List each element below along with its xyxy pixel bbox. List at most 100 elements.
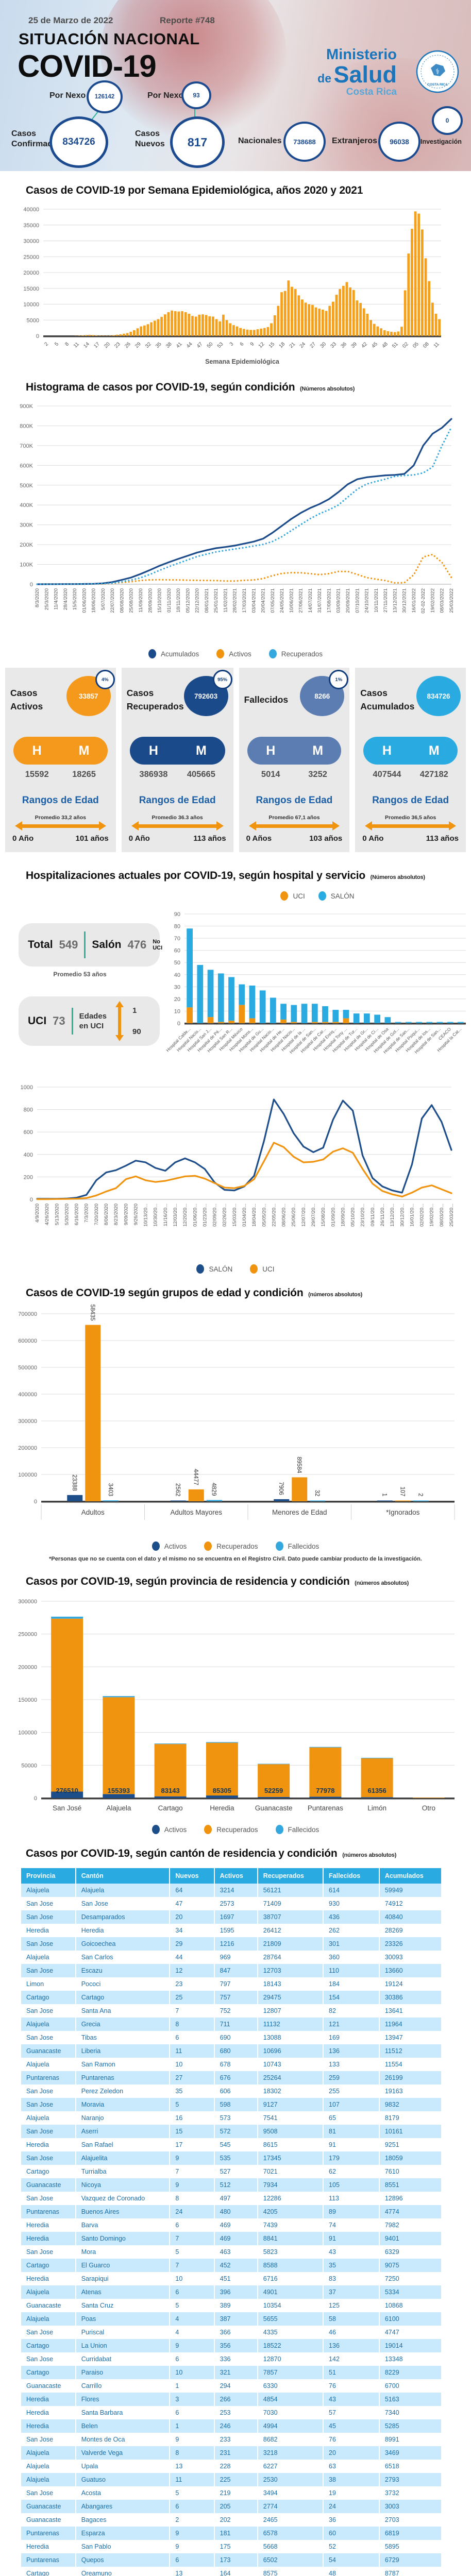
- svg-text:08/03/20...: 08/03/20...: [439, 1204, 445, 1227]
- svg-text:0: 0: [30, 1197, 33, 1203]
- promedio-label: Promedio 36,5 años: [385, 815, 436, 821]
- svg-text:Puntarenas: Puntarenas: [308, 1804, 343, 1812]
- table-row: San Jose Moravia 5 598 9127 107 9832: [21, 2098, 443, 2111]
- svg-text:5/30/2020: 5/30/2020: [64, 1204, 70, 1225]
- svg-text:07/05/2021: 07/05/2021: [270, 588, 276, 613]
- svg-text:22/07/2020: 22/07/2020: [110, 588, 115, 613]
- table-row: Puntarenas Esparza 9 181 6578 60 6819: [21, 2527, 443, 2540]
- table-row: Heredia Santo Domingo 7 469 8841 91 9401: [21, 2232, 443, 2245]
- svg-text:22/05/20...: 22/05/20...: [271, 1204, 277, 1227]
- svg-text:36: 36: [340, 341, 348, 349]
- table-row: San Jose Santa Ana 7 752 12807 82 13641: [21, 2004, 443, 2018]
- table-row: Alajuela Alajuela 64 3214 56121 614 59949: [21, 1884, 443, 1897]
- svg-text:38: 38: [165, 341, 173, 349]
- svg-text:12/07/20...: 12/07/20...: [301, 1204, 307, 1227]
- svg-text:01/09/20...: 01/09/20...: [330, 1204, 336, 1227]
- casos-nuevos-circle: 817: [170, 116, 225, 168]
- age-range-arrow: [365, 821, 456, 831]
- canton-table: Provincia Cantón Nuevos Activos Recuperados F…: [21, 1868, 443, 2576]
- svg-text:9: 9: [249, 341, 256, 347]
- table-row: Guanacaste Santa Cruz 5 389 10354 125 10868: [21, 2299, 443, 2312]
- svg-text:8/3/2020: 8/3/2020: [35, 588, 40, 607]
- column-header: Nuevos: [170, 1868, 215, 1884]
- svg-text:Cartago: Cartago: [158, 1804, 183, 1812]
- svg-text:25/06/20...: 25/06/20...: [291, 1204, 297, 1227]
- svg-text:12: 12: [258, 341, 266, 349]
- table-row: Guanacaste Carrillo 1 294 6330 76 6700: [21, 2379, 443, 2393]
- column-header: Activos: [214, 1868, 258, 1884]
- report-date: 25 de Marzo de 2022: [28, 15, 113, 25]
- table-row: San Jose Alajuelita 9 535 17345 179 18059: [21, 2151, 443, 2165]
- svg-text:09/11/20...: 09/11/20...: [370, 1204, 376, 1226]
- svg-text:30/12/2021: 30/12/2021: [402, 588, 408, 613]
- svg-text:25000: 25000: [23, 254, 39, 260]
- svg-text:5: 5: [54, 341, 60, 347]
- svg-text:70: 70: [174, 936, 180, 942]
- svg-text:30/12/20...: 30/12/20...: [399, 1204, 405, 1227]
- rangos-title: Rangos de Edad: [22, 795, 99, 806]
- table-row: San Jose Aserri 15 572 9508 81 10161: [21, 2125, 443, 2138]
- svg-text:27/06/2021: 27/06/2021: [298, 588, 304, 613]
- column-header: Provincia: [21, 1868, 76, 1884]
- table-row: San Jose Perez Zeledon 35 606 18302 255 19163: [21, 2084, 443, 2098]
- histogram-line-chart: 0 100K 200K 300K 400K 500K 600K 700K 800K 900K 8/3…: [20, 403, 455, 614]
- prov-title: Casos por COVID-19, según provincia de r…: [26, 1575, 409, 1587]
- svg-text:0: 0: [34, 1795, 37, 1802]
- svg-text:18/06/2020: 18/06/2020: [91, 588, 97, 613]
- svg-text:San José: San José: [53, 1804, 81, 1812]
- svg-text:17/08/2021: 17/08/2021: [326, 588, 332, 613]
- svg-text:17: 17: [93, 341, 101, 349]
- svg-text:20000: 20000: [23, 270, 39, 276]
- svg-text:25/3/2020: 25/3/2020: [44, 588, 49, 610]
- nacionales-circle: 738688: [283, 122, 326, 162]
- svg-text:12/03/20...: 12/03/20...: [173, 1204, 178, 1227]
- svg-text:400K: 400K: [20, 502, 33, 509]
- svg-text:300000: 300000: [18, 1418, 37, 1425]
- svg-text:20/09/2021: 20/09/2021: [345, 588, 351, 613]
- age-legend: Activos Recuperados Fallecidos: [0, 1541, 471, 1551]
- canton-section: Casos por COVID-19, según cantón de resi…: [0, 1848, 471, 2576]
- investigacion-value: 0: [445, 117, 449, 124]
- por-nexo-confirmados-value: 126142: [94, 94, 115, 100]
- svg-text:300000: 300000: [18, 1599, 37, 1605]
- svg-text:4/9/2020: 4/9/2020: [35, 1204, 40, 1223]
- card-value-circle: 834726: [416, 676, 461, 716]
- table-row: Guanacaste Bagaces 2 202 2465 36 2703: [21, 2513, 443, 2527]
- svg-text:600: 600: [24, 1129, 33, 1136]
- ministry-line1: Ministerio: [326, 46, 397, 63]
- table-row: Alajuela San Carlos 44 969 28764 360 30093: [21, 1951, 443, 1964]
- table-row: Alajuela San Ramon 10 678 10743 133 11554: [21, 2058, 443, 2071]
- svg-text:11/4/2020: 11/4/2020: [54, 588, 59, 610]
- table-row: Guanacaste Abangares 6 205 2774 24 3003: [21, 2500, 443, 2513]
- legend-label-recuperados: Recuperados: [281, 650, 323, 658]
- table-row: Cartago El Guarco 7 452 8588 35 9075: [21, 2259, 443, 2272]
- svg-text:8/23/2020: 8/23/2020: [113, 1204, 119, 1225]
- svg-text:3: 3: [229, 341, 235, 347]
- table-row: San Jose Desamparados 20 1697 38707 436 40840: [21, 1910, 443, 1924]
- svg-text:42: 42: [360, 341, 368, 349]
- svg-text:Heredia: Heredia: [210, 1804, 234, 1812]
- svg-text:08/03/2022: 08/03/2022: [440, 588, 445, 613]
- report-number: Reporte #748: [160, 15, 215, 25]
- svg-text:200000: 200000: [18, 1445, 37, 1451]
- svg-text:800: 800: [24, 1107, 33, 1113]
- h-value: 386938: [139, 770, 168, 779]
- age-footnote: *Personas que no se cuenta con el dato y…: [49, 1556, 422, 1562]
- hospitalizations-section: Hospitalizaciones actuales por COVID-19,…: [0, 870, 471, 1274]
- svg-text:6: 6: [239, 341, 245, 347]
- table-row: Heredia San Rafael 17 545 8615 91 9251: [21, 2138, 443, 2151]
- card-value-circle: 792603 95%: [183, 670, 232, 716]
- table-row: Guanacaste Nicoya 9 512 7934 105 8551: [21, 2178, 443, 2192]
- hosp-line-chart: 0 200 400 600 800 1000 4/9/2020 4/26/2020 5/13/2…: [21, 1084, 455, 1227]
- svg-text:01/23/20...: 01/23/20...: [202, 1204, 208, 1227]
- svg-text:250000: 250000: [18, 1632, 37, 1638]
- nacionales-value: 738688: [293, 138, 316, 146]
- svg-text:30: 30: [174, 984, 180, 990]
- svg-text:18/04/20...: 18/04/20...: [251, 1204, 257, 1227]
- svg-text:8/06/2020: 8/06/2020: [104, 1204, 109, 1225]
- svg-text:60: 60: [174, 948, 180, 954]
- svg-text:20: 20: [174, 996, 180, 1003]
- svg-text:53: 53: [216, 341, 225, 349]
